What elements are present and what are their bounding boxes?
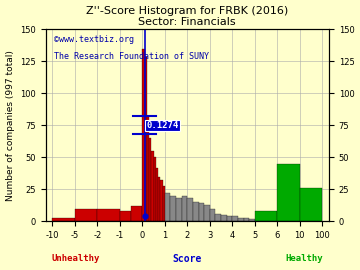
Bar bbox=[300, 188, 322, 221]
Bar bbox=[120, 211, 131, 221]
Bar bbox=[149, 138, 151, 221]
Text: Unhealthy: Unhealthy bbox=[51, 254, 100, 263]
Bar bbox=[277, 164, 300, 221]
Bar bbox=[187, 198, 193, 221]
Bar bbox=[182, 196, 187, 221]
Text: The Research Foundation of SUNY: The Research Foundation of SUNY bbox=[54, 52, 209, 61]
Text: Healthy: Healthy bbox=[286, 254, 323, 263]
Bar bbox=[158, 177, 160, 221]
Bar bbox=[210, 209, 215, 221]
Bar bbox=[154, 157, 156, 221]
Bar bbox=[176, 198, 182, 221]
Bar bbox=[160, 180, 162, 221]
Bar bbox=[97, 209, 120, 221]
Text: 0.1274: 0.1274 bbox=[146, 121, 179, 130]
Bar bbox=[147, 116, 149, 221]
Y-axis label: Number of companies (997 total): Number of companies (997 total) bbox=[5, 50, 14, 201]
Bar bbox=[170, 196, 176, 221]
Bar bbox=[255, 211, 277, 221]
Text: Score: Score bbox=[172, 254, 202, 264]
Bar bbox=[249, 219, 255, 221]
Bar bbox=[162, 185, 165, 221]
Bar bbox=[238, 218, 243, 221]
Bar bbox=[165, 193, 170, 221]
Bar bbox=[142, 49, 145, 221]
Bar bbox=[243, 218, 249, 221]
Bar bbox=[193, 202, 198, 221]
Bar bbox=[232, 216, 238, 221]
Bar bbox=[156, 168, 158, 221]
Bar bbox=[198, 204, 204, 221]
Text: ©www.textbiz.org: ©www.textbiz.org bbox=[54, 35, 134, 44]
Bar bbox=[52, 218, 75, 221]
Bar bbox=[215, 214, 221, 221]
Title: Z''-Score Histogram for FRBK (2016)
Sector: Financials: Z''-Score Histogram for FRBK (2016) Sect… bbox=[86, 6, 288, 27]
Bar bbox=[75, 209, 97, 221]
Bar bbox=[131, 206, 142, 221]
Bar bbox=[204, 205, 210, 221]
Bar bbox=[221, 215, 227, 221]
Bar bbox=[227, 216, 232, 221]
Bar bbox=[145, 58, 147, 221]
Bar bbox=[151, 151, 154, 221]
